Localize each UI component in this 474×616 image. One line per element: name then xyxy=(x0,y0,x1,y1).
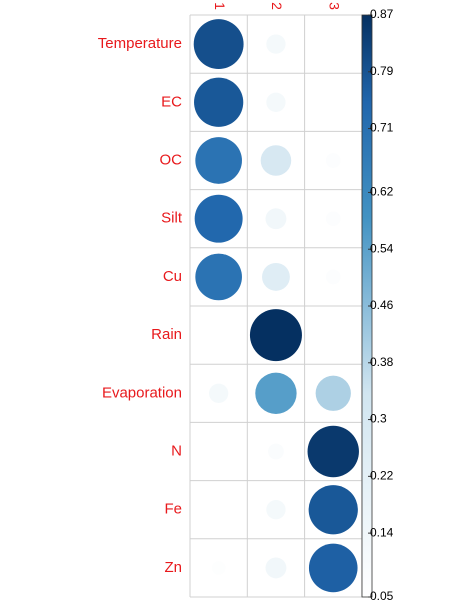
correlation-circle xyxy=(308,485,358,535)
correlation-circle xyxy=(260,145,292,176)
correlation-circle xyxy=(265,208,287,230)
correlation-circle xyxy=(325,153,341,168)
row-label: Rain xyxy=(151,326,182,343)
row-label: EC xyxy=(161,93,182,110)
correlation-circle xyxy=(266,500,286,520)
correlation-circle xyxy=(327,328,340,342)
colorbar-tick-label: 0.22 xyxy=(370,469,394,483)
correlation-circle xyxy=(308,543,358,593)
colorbar-tick-label: 0.46 xyxy=(370,298,394,312)
correlation-circle xyxy=(193,19,244,70)
row-label: N xyxy=(171,442,182,459)
colorbar-tick-label: 0.79 xyxy=(370,64,394,78)
colorbar-tick-label: 0.05 xyxy=(370,589,394,603)
colorbar-tick-label: 0.14 xyxy=(370,525,394,539)
row-label: Temperature xyxy=(98,35,182,52)
row-label: Fe xyxy=(164,501,182,518)
row-label: Zn xyxy=(164,559,182,576)
marks xyxy=(193,19,359,593)
correlation-circle xyxy=(262,262,290,291)
colorbar-tick-label: 0.3 xyxy=(370,412,387,426)
correlation-circle xyxy=(212,445,225,458)
column-label: 2 xyxy=(269,2,285,10)
correlation-circle xyxy=(195,137,242,184)
correlation-circle xyxy=(307,425,359,478)
colorbar-tick-label: 0.87 xyxy=(370,7,394,21)
correlation-circle xyxy=(327,96,340,109)
correlation-circle xyxy=(327,37,340,51)
correlation-circle xyxy=(315,375,351,411)
column-label: 1 xyxy=(212,2,228,10)
correlation-circle xyxy=(194,77,244,127)
column-label: 3 xyxy=(327,2,343,10)
correlation-circle xyxy=(255,372,297,414)
row-label: Silt xyxy=(161,210,183,227)
row-label: Evaporation xyxy=(102,384,182,401)
correlation-circle xyxy=(211,561,226,575)
correlation-circle xyxy=(266,92,286,112)
colorbar-tick-label: 0.54 xyxy=(370,241,394,255)
correlation-circle xyxy=(212,328,225,342)
colorbar-tick-label: 0.38 xyxy=(370,355,394,369)
row-label: Cu xyxy=(163,268,182,285)
correlation-circle xyxy=(194,194,243,243)
correlation-circle xyxy=(195,253,242,301)
row-label: OC xyxy=(160,151,183,168)
correlation-circle xyxy=(325,269,341,285)
correlation-circle xyxy=(268,443,284,460)
colorbar-tick-label: 0.62 xyxy=(370,185,394,199)
colorbar-tick-label: 0.71 xyxy=(370,121,394,135)
correlation-circle xyxy=(265,557,287,579)
correlation-circle xyxy=(249,309,302,362)
correlation-circle xyxy=(266,34,286,54)
correlation-circle xyxy=(208,383,229,403)
correlation-circle xyxy=(212,503,225,516)
correlation-circle xyxy=(325,211,341,227)
